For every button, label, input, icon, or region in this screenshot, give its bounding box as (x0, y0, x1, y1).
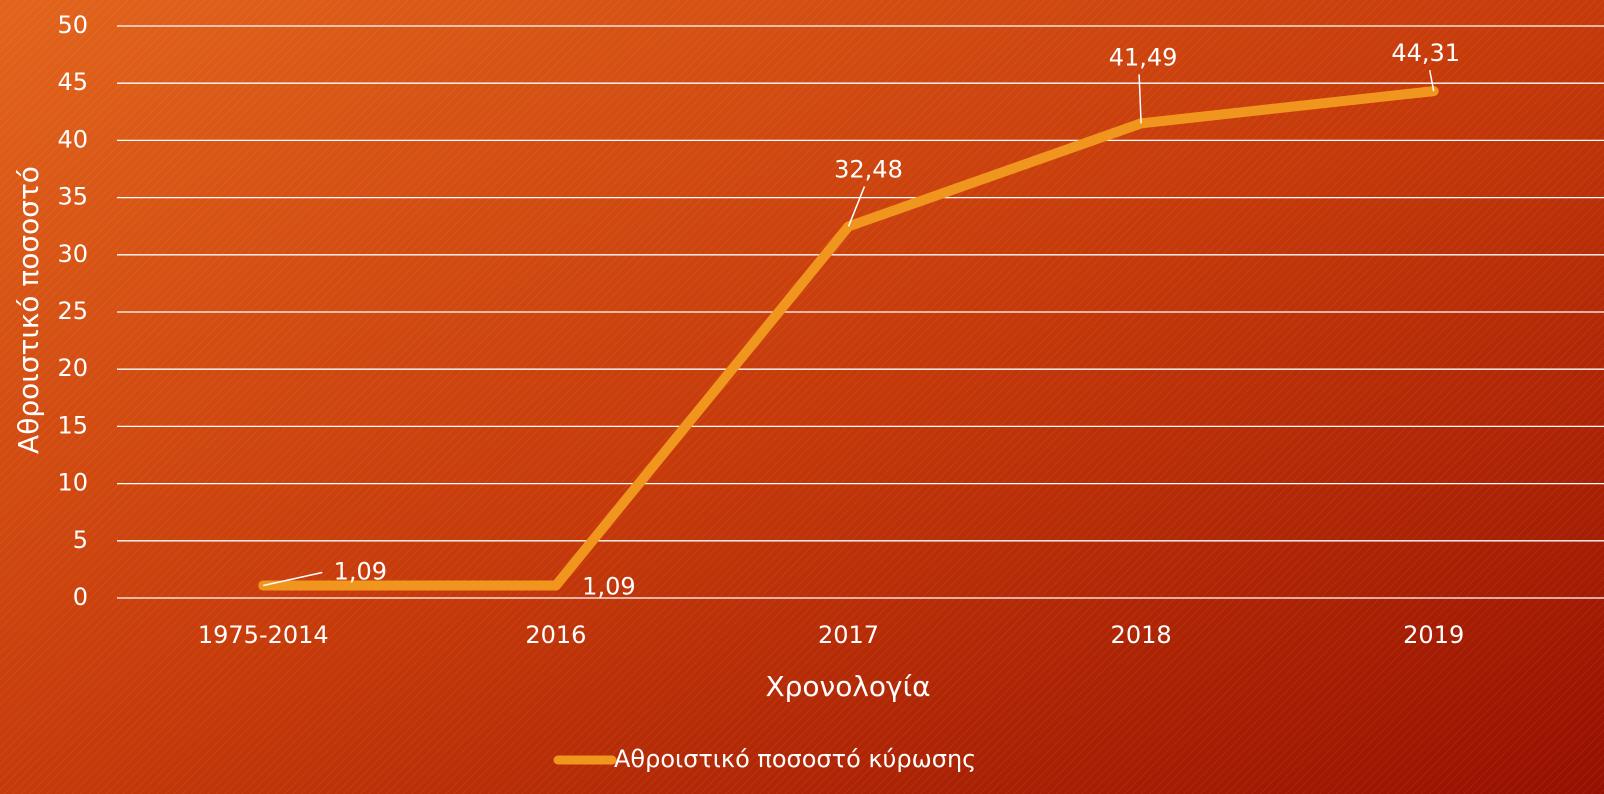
leader-line (263, 571, 323, 587)
data-label: 32,48 (834, 155, 903, 183)
y-tick-label: 0 (73, 583, 88, 611)
y-tick-label: 20 (57, 354, 88, 382)
data-label: 44,31 (1391, 39, 1460, 67)
x-tick-label: 2019 (1403, 621, 1464, 649)
x-axis-title: Χρονολογία (765, 670, 930, 703)
leader-line (1428, 69, 1435, 92)
x-tick-label: 2017 (818, 621, 879, 649)
leader-line (1138, 74, 1142, 124)
data-label: 41,49 (1109, 43, 1178, 71)
y-tick-label: 40 (57, 125, 88, 153)
x-tick-label: 2018 (1111, 621, 1172, 649)
x-tick-label: 1975-2014 (198, 621, 329, 649)
leader-line (847, 186, 866, 227)
legend-label: Αθροιστικό ποσοστό κύρωσης (614, 745, 976, 773)
x-tick-label: 2016 (525, 621, 586, 649)
data-label: 1,09 (334, 558, 387, 586)
y-tick-label: 25 (57, 297, 88, 325)
data-label: 1,09 (582, 573, 635, 601)
y-axis-title: Αθροιστικό ποσοστό (12, 166, 45, 454)
y-tick-label: 5 (73, 526, 88, 554)
y-tick-label: 35 (57, 183, 88, 211)
y-tick-label: 45 (57, 68, 88, 96)
line (258, 86, 1439, 591)
y-tick-label: 30 (57, 240, 88, 268)
y-tick-label: 10 (57, 469, 88, 497)
y-tick-label: 15 (57, 411, 88, 439)
y-tick-label: 50 (57, 11, 88, 39)
